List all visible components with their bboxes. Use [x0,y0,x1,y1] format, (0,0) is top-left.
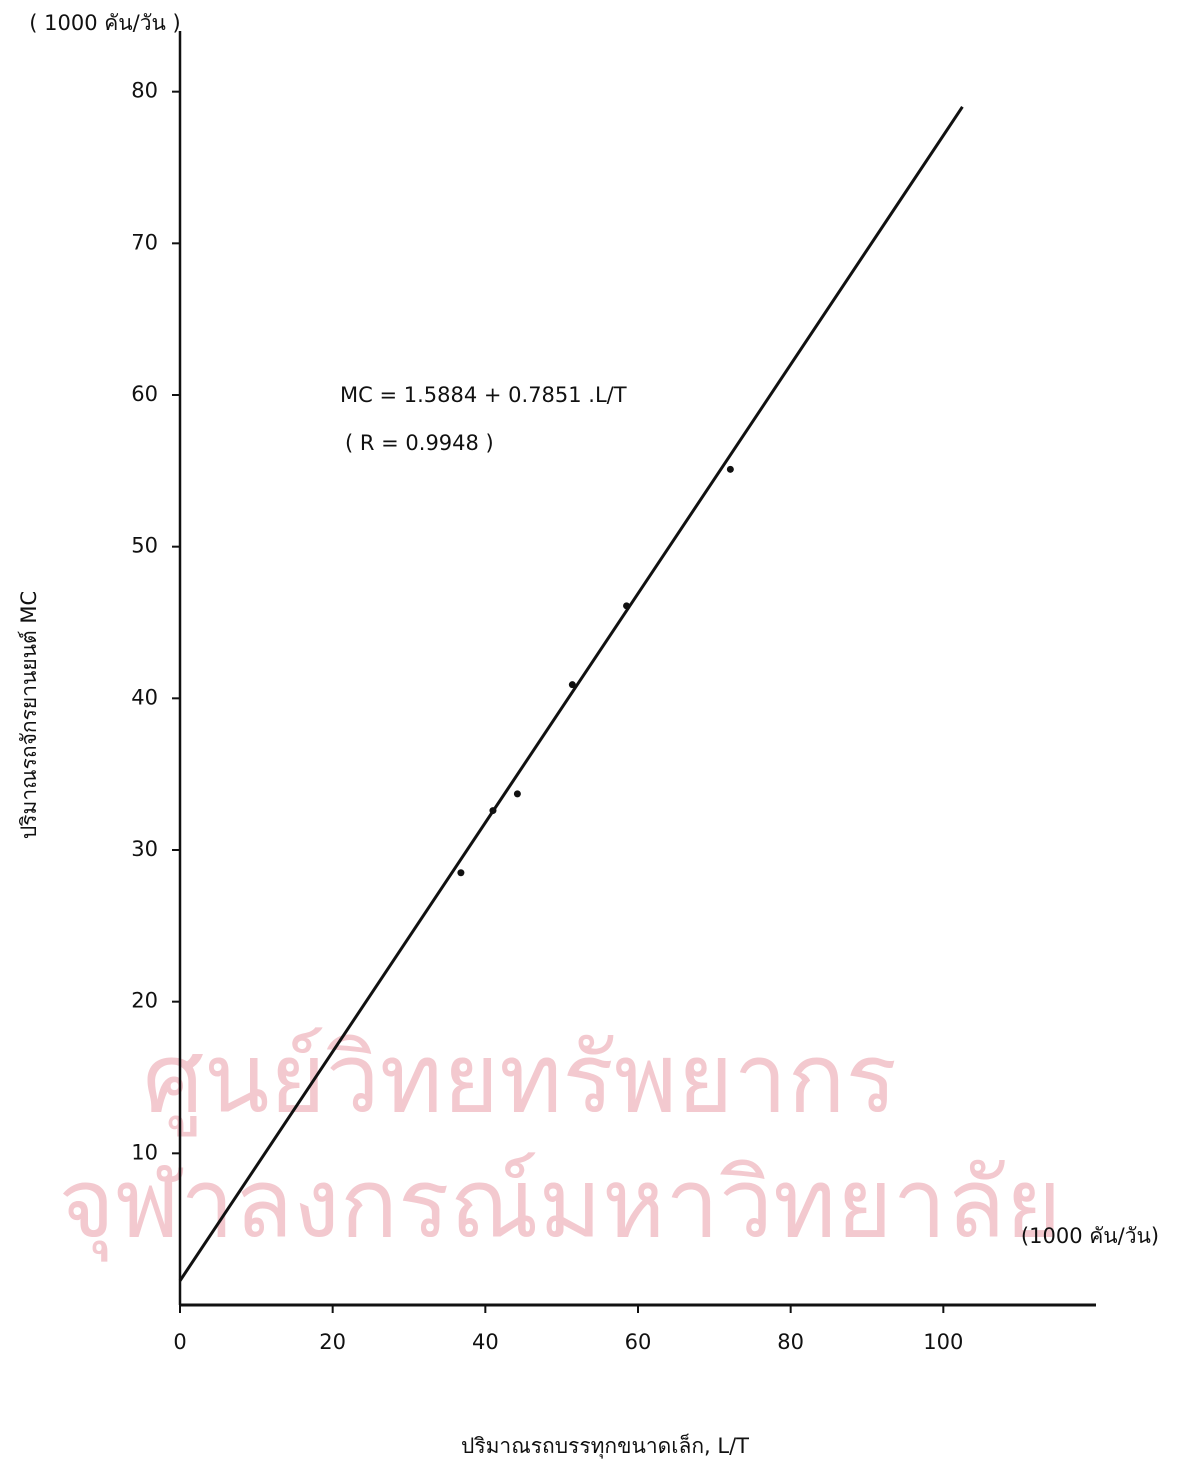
chart: ศูนย์วิทยทรัพยากร จุฬาลงกรณ์มหาวิทยาลัย … [0,0,1200,1476]
x-unit-label: (1000 คัน/วัน) [1021,1224,1159,1248]
annotation: MC = 1.5884 + 0.7851 .L/T [340,383,627,407]
y-tick-label: 60 [131,382,158,406]
x-tick-label: 40 [472,1330,499,1354]
data-point [727,466,734,473]
x-tick-label: 0 [173,1330,186,1354]
y-tick-label: 50 [131,534,158,558]
watermark: ศูนย์วิทยทรัพยากร [143,1022,897,1136]
y-tick-label: 70 [131,230,158,254]
x-tick-label: 20 [319,1330,346,1354]
y-unit-label: ( 1000 คัน/วัน ) [29,11,180,35]
y-tick-label: 20 [131,989,158,1013]
data-point [457,869,464,876]
watermark: จุฬาลงกรณ์มหาวิทยาลัย [58,1147,1061,1262]
y-tick-label: 40 [131,685,158,709]
y-tick-label: 30 [131,837,158,861]
x-tick-label: 60 [625,1330,652,1354]
annotation: ( R = 0.9948 ) [345,431,494,455]
y-axis-label: ปริมาณรถจักรยานยนต์ MC [17,591,41,839]
y-tick-label: 80 [131,79,158,103]
y-tick-label: 10 [131,1140,158,1164]
x-tick-label: 80 [777,1330,804,1354]
data-point [514,790,521,797]
x-axis-label: ปริมาณรถบรรทุกขนาดเล็ก, L/T [461,1432,749,1459]
page: ศูนย์วิทยทรัพยากร จุฬาลงกรณ์มหาวิทยาลัย … [0,0,1200,1476]
x-tick-label: 100 [923,1330,963,1354]
